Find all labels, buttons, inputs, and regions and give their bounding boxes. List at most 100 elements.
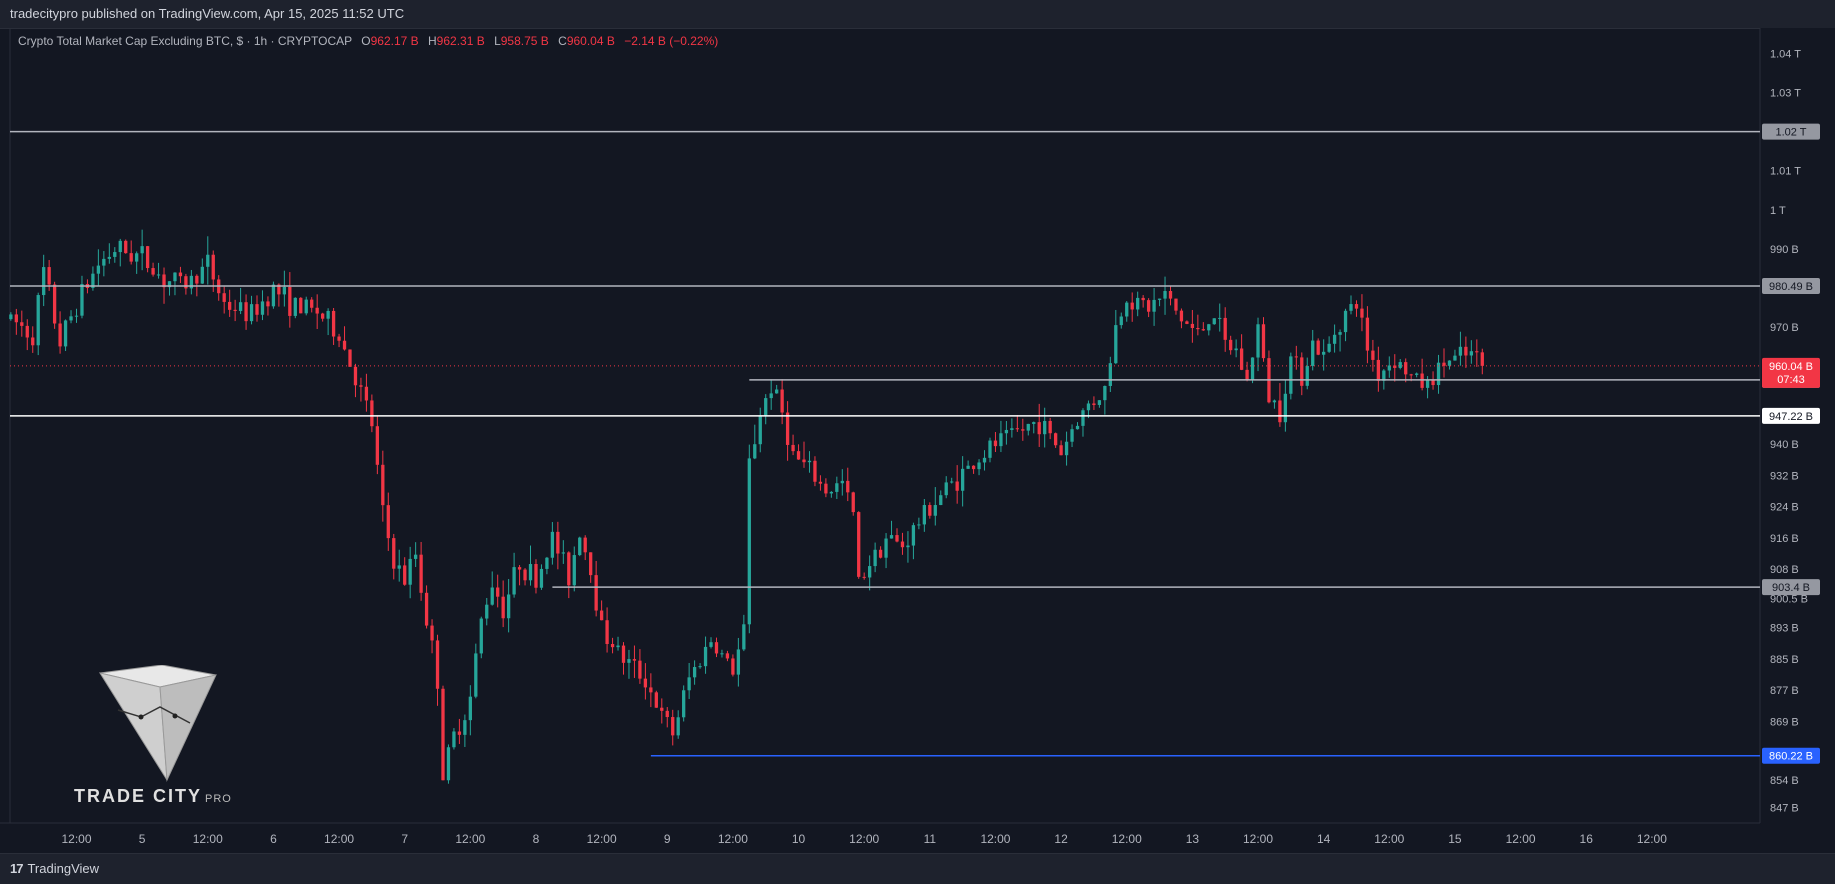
candle-body [392,538,396,569]
candle-body [818,481,823,484]
candle-body [375,426,379,465]
y-tick-label: 869 B [1770,716,1799,728]
candle-body [1218,317,1222,319]
x-tick-label: 12:00 [455,832,485,846]
high-label: H [428,34,437,48]
candle-body [1431,380,1435,386]
candle-body [971,465,976,470]
candle-body [512,567,516,595]
candle-body [1425,380,1430,388]
x-tick-label: 13 [1186,832,1200,846]
candle-body [419,554,423,593]
candle-body [1015,428,1019,430]
y-tick-label: 885 B [1770,654,1799,666]
change-value: −2.14 B (−0.22%) [624,34,719,48]
candle-body [331,310,336,337]
low-label: L [494,34,501,48]
high-value: 962.31 B [436,34,485,48]
candle-body [282,286,287,295]
candle-body [1464,346,1468,356]
last-price-tag [1762,357,1820,388]
candle-body [178,272,183,277]
candle-body [42,267,46,296]
level-price-tag [1762,123,1820,140]
candle-body [1064,441,1069,456]
candle-body [578,537,582,556]
candle-body [129,253,133,262]
candle-body [758,415,762,445]
candle-body [1338,332,1342,335]
candle-body [167,281,172,288]
candle-body [506,594,511,619]
candle-body [878,549,883,558]
candle-body [731,658,735,675]
candle-body [135,253,139,262]
tradingview-brand[interactable]: 17 TradingView [10,854,99,884]
candle-body [1053,433,1058,446]
candle-body [310,299,314,308]
candle-body [277,284,281,295]
candlestick-chart[interactable]: 1.04 T 1.03 T 1.01 T 1 T 990 B 970 B 940 B 932 … [0,28,1835,853]
candle-body [299,297,303,314]
candle-body [775,389,779,394]
candle-body [1294,356,1298,358]
candle-body [1070,429,1074,442]
candle-body [1130,302,1134,310]
tradingview-logo-icon: 17 [10,861,24,876]
candle-body [610,644,615,648]
candle-body [424,592,429,626]
candle-body [337,336,341,341]
candle-body [643,678,648,688]
candle-body [589,552,593,576]
candle-body [1376,359,1381,381]
candle-body [1190,323,1195,329]
candle-body [632,659,637,661]
candle-body [1354,304,1359,309]
candle-body [1179,310,1184,322]
level-price-tag-label: 903.4 B [1772,582,1810,594]
candle-body [1010,428,1014,430]
candle-body [928,505,932,516]
candle-body [846,480,850,493]
level-price-tag [1762,277,1820,294]
candle-body [550,531,555,558]
candle-body [1261,324,1266,359]
candle-body [1332,334,1337,344]
candle-body [1349,304,1353,311]
candle-body [955,481,959,491]
candle-body [714,642,719,654]
candle-body [463,720,467,735]
candle-body [764,398,768,416]
candle-body [988,440,992,458]
level-price-tag [1762,579,1820,596]
candle-body [1141,297,1145,301]
candle-body [1026,423,1030,431]
candle-body [381,464,385,506]
candle-body [102,258,106,266]
candle-body [266,301,270,307]
candle-body [829,491,834,494]
candle-body [20,322,24,326]
candle-body [1458,346,1463,356]
candle-body [1387,365,1391,371]
candle-body [1283,393,1288,423]
x-tick-label: 12:00 [1243,832,1273,846]
candle-body [9,314,13,320]
candle-body [1311,340,1315,366]
candle-body [14,314,18,323]
candle-body [52,284,57,324]
candle-body [1245,369,1249,380]
candle-body [36,295,40,346]
candle-body [1152,299,1156,312]
candle-body [649,687,653,693]
candle-body [736,649,741,675]
candle-body [233,309,237,311]
level-price-tag-label: 860.22 B [1769,751,1813,763]
candle-body [490,587,494,605]
x-tick-label: 12:00 [980,832,1010,846]
candle-body [1420,373,1424,388]
y-tick-label: 940 B [1770,439,1799,451]
candle-body [173,272,177,282]
candle-body [627,659,631,663]
x-tick-label: 9 [664,832,671,846]
